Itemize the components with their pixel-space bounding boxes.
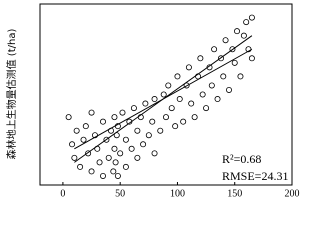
point [225,86,232,93]
x-tick-label: 0 [60,188,65,199]
point [122,136,129,143]
point [82,123,89,130]
point [197,55,204,62]
point [88,109,95,116]
point [111,145,118,152]
point [119,109,126,116]
point [151,150,158,157]
point [203,105,210,112]
point [188,100,195,107]
point [168,105,175,112]
point [208,82,215,89]
point [180,118,187,125]
x-tick-label: 150 [227,188,242,199]
point [100,118,107,125]
point [229,46,236,53]
point [191,114,198,121]
point [240,32,247,39]
point [234,28,241,35]
y-axis-label: 森林地上生物量估测值 (t/ha) [5,29,18,160]
point [157,127,164,134]
annotation: R²=0.68 [222,152,261,166]
annotation: RMSE=24.31 [222,169,288,183]
point [128,145,135,152]
point [117,150,124,157]
point [248,14,255,21]
chart: 森林地上生物量估测值 (t/ha) R²=0.68 RMSE=24.31 0 50… [5,3,300,199]
point [105,154,112,161]
point [243,19,250,26]
point [134,127,141,134]
point [162,114,169,121]
point [145,132,152,139]
point [248,55,255,62]
point [77,163,84,170]
x-tick-label: 100 [170,188,185,199]
point [96,159,103,166]
point [130,105,137,112]
point [134,154,141,161]
point [114,172,121,179]
point [217,55,224,62]
point [174,73,181,80]
point [142,100,149,107]
point [73,127,80,134]
point [172,123,179,130]
point [65,114,72,121]
point [160,91,167,98]
point [149,118,156,125]
point [110,168,117,175]
point [100,172,107,179]
point [211,46,218,53]
point [88,168,95,175]
point [237,73,244,80]
point [71,154,78,161]
point [231,59,238,66]
fit-line [74,48,253,150]
point [220,73,227,80]
point [112,159,119,166]
point [151,96,158,103]
x-tick-label: 50 [115,188,125,199]
x-tick-label: 200 [285,188,300,199]
point [199,91,206,98]
point [80,136,87,143]
point [122,163,129,170]
page: 森林地上生物量估测值 (t/ha) R²=0.68 RMSE=24.31 0 50… [5,3,300,200]
point [103,136,110,143]
point [222,37,229,44]
point [140,141,147,148]
point [165,82,172,89]
point [111,114,118,121]
point [85,150,92,157]
point [176,96,183,103]
point [185,64,192,71]
point [69,141,76,148]
plot-frame [39,3,293,186]
point [214,96,221,103]
